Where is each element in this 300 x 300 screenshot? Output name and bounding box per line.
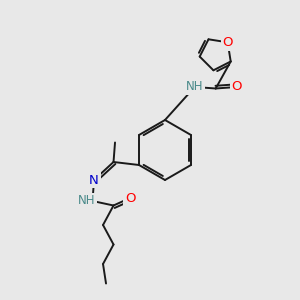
Text: N: N	[89, 173, 99, 187]
Text: O: O	[125, 191, 135, 205]
Text: O: O	[222, 36, 233, 49]
Text: NH: NH	[186, 80, 203, 94]
Text: O: O	[232, 80, 242, 94]
Text: NH: NH	[78, 194, 95, 208]
